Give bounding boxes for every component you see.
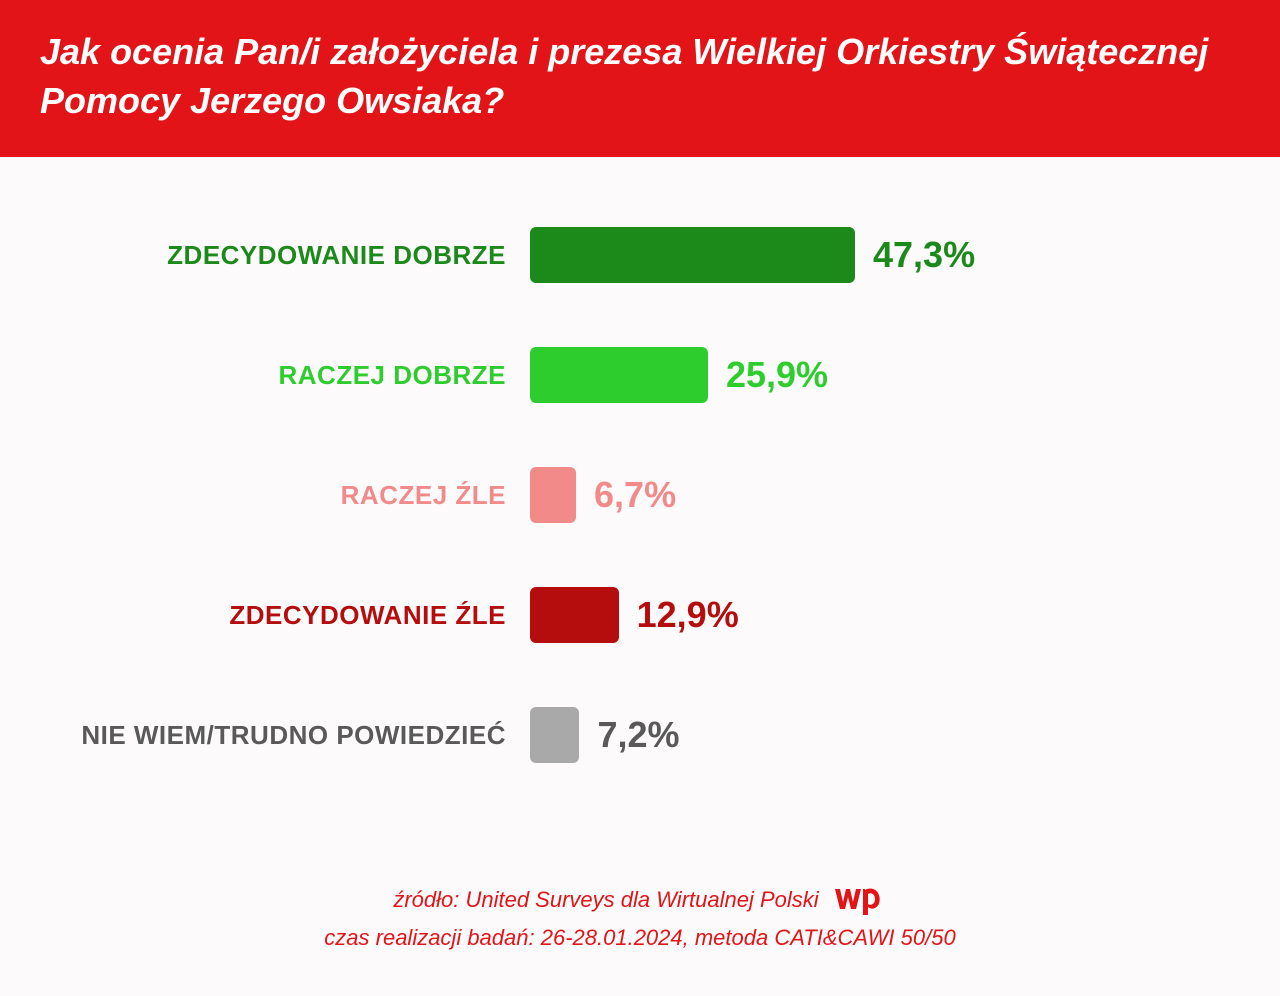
chart-area: ZDECYDOWANIE DOBRZE 47,3% RACZEJ DOBRZE 25,… — [0, 157, 1280, 763]
bar — [530, 587, 619, 643]
chart-row: ZDECYDOWANIE ŹLE 12,9% — [40, 587, 1240, 643]
row-label: ZDECYDOWANIE ŹLE — [40, 600, 530, 631]
bar — [530, 347, 708, 403]
bar — [530, 227, 855, 283]
bar-wrap: 7,2% — [530, 707, 1240, 763]
row-label: ZDECYDOWANIE DOBRZE — [40, 240, 530, 271]
chart-header: Jak ocenia Pan/i założyciela i prezesa W… — [0, 0, 1280, 157]
row-value: 12,9% — [637, 594, 739, 636]
chart-row: ZDECYDOWANIE DOBRZE 47,3% — [40, 227, 1240, 283]
bar — [530, 707, 579, 763]
chart-row: RACZEJ ŹLE 6,7% — [40, 467, 1240, 523]
row-value: 47,3% — [873, 234, 975, 276]
row-label: NIE WIEM/TRUDNO POWIEDZIEĆ — [40, 720, 530, 751]
chart-footer: źródło: United Surveys dla Wirtualnej Po… — [0, 881, 1280, 956]
footer-source-line: źródło: United Surveys dla Wirtualnej Po… — [393, 881, 886, 918]
row-value: 7,2% — [597, 714, 679, 756]
row-value: 6,7% — [594, 474, 676, 516]
chart-row: NIE WIEM/TRUDNO POWIEDZIEĆ 7,2% — [40, 707, 1240, 763]
bar-wrap: 47,3% — [530, 227, 1240, 283]
footer-source-text: źródło: United Surveys dla Wirtualnej Po… — [393, 881, 818, 918]
bar-wrap: 25,9% — [530, 347, 1240, 403]
bar-wrap: 12,9% — [530, 587, 1240, 643]
bar — [530, 467, 576, 523]
row-label: RACZEJ ŹLE — [40, 480, 530, 511]
chart-title: Jak ocenia Pan/i założyciela i prezesa W… — [40, 31, 1208, 121]
wp-logo-icon — [833, 883, 887, 917]
bar-wrap: 6,7% — [530, 467, 1240, 523]
row-label: RACZEJ DOBRZE — [40, 360, 530, 391]
chart-row: RACZEJ DOBRZE 25,9% — [40, 347, 1240, 403]
row-value: 25,9% — [726, 354, 828, 396]
footer-method-text: czas realizacji badań: 26-28.01.2024, me… — [0, 919, 1280, 956]
